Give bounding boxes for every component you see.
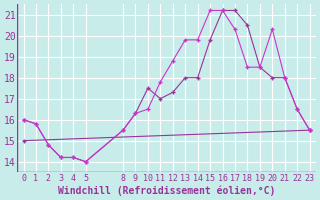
X-axis label: Windchill (Refroidissement éolien,°C): Windchill (Refroidissement éolien,°C) [58, 185, 275, 196]
